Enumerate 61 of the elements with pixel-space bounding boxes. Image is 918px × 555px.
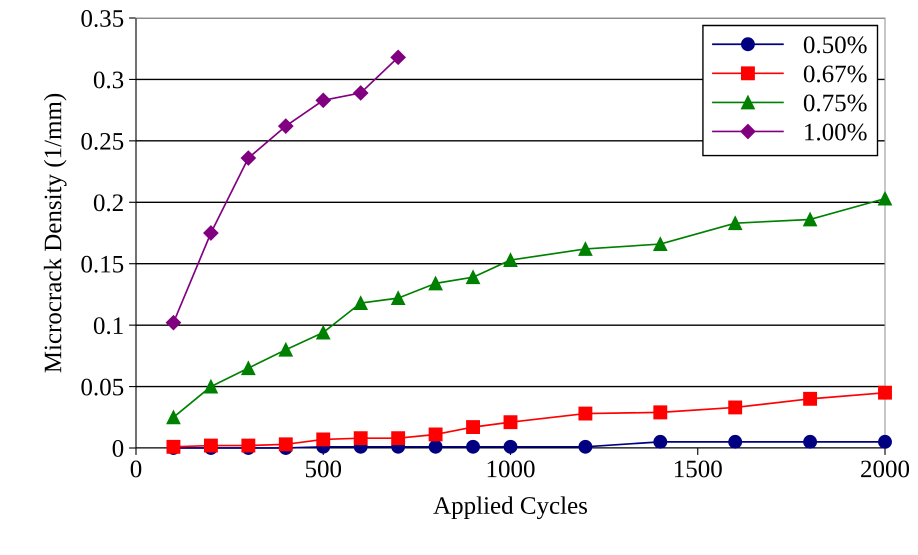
point — [166, 315, 182, 330]
point — [803, 212, 818, 226]
point — [353, 85, 368, 101]
point — [241, 361, 256, 376]
point — [316, 432, 330, 446]
point — [578, 440, 592, 454]
point — [391, 431, 406, 446]
point — [278, 118, 294, 134]
point — [466, 440, 480, 454]
point — [728, 400, 742, 414]
point — [578, 406, 592, 421]
point — [653, 237, 668, 251]
point — [504, 253, 518, 267]
point — [728, 216, 742, 230]
point — [428, 428, 443, 442]
legend-label: 0.50% — [804, 36, 867, 54]
point — [390, 50, 406, 65]
legend-label: 0.75% — [804, 94, 867, 112]
y-tick-label: 0.35 — [81, 10, 124, 28]
x-tick-label: 0 — [130, 460, 142, 478]
point — [653, 434, 668, 449]
point — [278, 437, 293, 452]
y-tick-label: 0.05 — [81, 378, 124, 396]
legend-label: 1.00% — [805, 124, 867, 141]
point — [803, 392, 818, 406]
x-tick-label: 500 — [306, 460, 342, 478]
point — [278, 342, 293, 357]
legend-label: 0.67% — [804, 65, 867, 82]
y-tick-label: 0.1 — [94, 317, 123, 334]
point — [466, 270, 480, 284]
y-tick-label: 0.15 — [81, 256, 124, 273]
point — [428, 440, 443, 454]
point — [504, 440, 518, 454]
point — [204, 380, 218, 394]
point — [428, 276, 443, 290]
point — [504, 415, 518, 430]
point — [878, 434, 892, 449]
y-tick-label: 0.2 — [94, 194, 123, 212]
y-tick-label: 0.3 — [94, 71, 124, 88]
y-axis-title: Microcrack Density (1/mm) — [44, 94, 67, 373]
point — [354, 296, 368, 310]
y-tick-label: 0 — [112, 440, 124, 457]
x-axis-title: Applied Cycles — [433, 496, 588, 520]
point — [878, 192, 892, 206]
point — [878, 386, 892, 400]
point — [240, 150, 256, 166]
x-tick-label: 1000 — [488, 460, 535, 478]
point — [803, 434, 818, 449]
x-tick-label: 1500 — [674, 460, 722, 478]
point — [466, 420, 480, 434]
point — [391, 291, 406, 306]
point — [354, 431, 368, 446]
y-tick-label: 0.25 — [81, 132, 124, 150]
point — [203, 225, 218, 241]
point — [166, 410, 180, 424]
point — [316, 92, 331, 108]
point — [728, 434, 742, 449]
x-tick-label: 2000 — [861, 460, 910, 478]
point — [316, 326, 330, 340]
point — [653, 405, 668, 420]
point — [578, 242, 592, 256]
